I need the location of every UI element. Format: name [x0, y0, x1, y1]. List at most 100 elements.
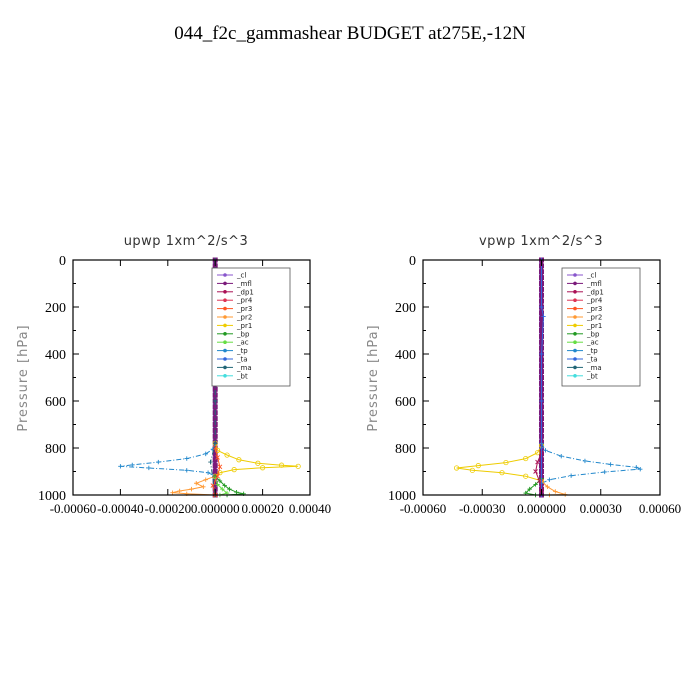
series-point-_pr1: [224, 452, 230, 458]
series-line-_pr1: [456, 445, 542, 482]
series-marker-_mfl: [539, 316, 544, 322]
x-tick-label: 0.000000: [517, 501, 566, 516]
legend-swatch-marker: [573, 290, 577, 294]
x-tick-label: 0.00040: [289, 501, 331, 516]
series-point-_tp: [203, 451, 208, 457]
legend-swatch-marker: [573, 357, 577, 361]
figure-title: 044_f2c_gammashear BUDGET at275E,-12N: [174, 23, 526, 44]
legend-swatch-marker: [573, 323, 577, 328]
legend-label: _pr1: [236, 322, 252, 330]
legend-swatch-marker: [223, 348, 227, 353]
legend-item: _tp: [567, 347, 598, 355]
legend-label: _ma: [586, 364, 602, 372]
series-marker-_mfl: [212, 463, 218, 469]
series-line-_tp: [120, 443, 216, 477]
series-point-_ma: [213, 398, 218, 404]
legend-swatch-marker: [573, 306, 577, 311]
legend-label: _mfl: [586, 280, 602, 288]
series-point-_pr3: [212, 445, 218, 451]
legend-item: _mfl: [217, 280, 252, 288]
legend-item: _cl: [217, 272, 246, 280]
legend-vpwp: _cl_mfl_dp1_pr4_pr3_pr2_pr1_bp_ac_tp_ta_…: [561, 267, 641, 387]
series-point-_bp: [533, 482, 538, 487]
y-tick-label: 400: [45, 348, 66, 363]
series-line-_pr2: [541, 480, 566, 496]
series-point-_pr2: [177, 488, 182, 494]
panel-upwp: upwp 1xm^2/s^3 Pressure [hPa] 0 200 400 600…: [16, 234, 331, 516]
legend-label: _ac: [236, 339, 249, 347]
legend-label: _bp: [586, 330, 600, 338]
legend-swatch-marker: [223, 306, 227, 311]
legend-swatch-marker: [573, 365, 577, 370]
legend-swatch-marker: [223, 273, 227, 277]
series-marker-_mfl: [212, 451, 218, 457]
legend-swatch-marker: [573, 298, 577, 303]
series-point-_bp: [222, 483, 227, 488]
legend-item: _dp1: [567, 288, 604, 296]
legend-swatch-marker: [223, 298, 227, 303]
legend-label: _ta: [236, 356, 248, 364]
series-point-_dp1: [537, 478, 542, 484]
series-marker-_mfl: [212, 386, 218, 392]
legend-swatch-marker: [223, 357, 227, 361]
series-point-_dp1: [533, 469, 538, 474]
legend-swatch-marker: [573, 281, 577, 286]
series-point-_pr1: [295, 463, 301, 469]
legend-item: _pr1: [217, 322, 252, 330]
legend-swatch-marker: [223, 365, 227, 370]
series-point-_pr1: [278, 462, 285, 468]
series-point-_tp: [184, 468, 189, 473]
series-marker-_mfl: [212, 404, 218, 410]
series-line-_pr2: [172, 475, 216, 496]
series-point-_pr3: [215, 473, 220, 479]
legend-swatch-marker: [573, 332, 577, 336]
series-marker-_mfl: [212, 469, 218, 474]
series-marker-_mfl: [212, 457, 218, 463]
legend-swatch-marker: [223, 340, 227, 345]
series-point-_tp: [608, 462, 613, 467]
series-point-_ta: [539, 351, 544, 357]
series-point-_pr2: [553, 489, 558, 494]
series-point-_ta: [539, 445, 544, 451]
panel-title-vpwp: vpwp 1xm^2/s^3: [479, 234, 603, 249]
series-point-_tp: [547, 477, 552, 482]
legend-label: _tp: [586, 347, 598, 355]
legend-item: _pr3: [217, 305, 252, 313]
series-point-_tp: [156, 459, 161, 465]
series-marker-_mfl: [212, 480, 218, 486]
legend-item: _ac: [217, 339, 249, 347]
series-marker-_mfl: [539, 333, 544, 339]
series-point-_pr1: [469, 467, 475, 473]
series-point-_pr1: [523, 455, 529, 462]
series-point-_pr1: [453, 465, 460, 471]
legend-swatch-marker: [223, 374, 227, 378]
y-tick-label: 800: [45, 442, 66, 457]
series-point-_tp: [184, 456, 189, 461]
legend-label: _pr3: [236, 305, 252, 313]
legend-swatch-marker: [223, 332, 227, 336]
y-tick-label: 0: [409, 254, 416, 269]
series-line-_pr3: [212, 447, 221, 496]
series-point-_ta: [541, 314, 546, 319]
plot-area-vpwp: [453, 257, 643, 498]
legend-item: _dp1: [217, 288, 254, 296]
legend-label: _mfl: [236, 280, 252, 288]
y-tick-label: 600: [45, 395, 66, 410]
series-point-_tp: [205, 470, 211, 475]
series-point-_ma: [208, 459, 213, 465]
legend-item: _pr2: [217, 314, 252, 322]
series-point-_ta: [539, 304, 544, 310]
series-point-_bp: [217, 478, 223, 484]
series-point-_tp: [634, 465, 639, 470]
legend-label: _pr3: [586, 305, 602, 313]
legend-item: _pr2: [567, 314, 602, 322]
series-marker-_mfl: [539, 339, 544, 345]
series-point-_tp: [543, 448, 548, 453]
legend-label: _ac: [586, 339, 599, 347]
legend-item: _mfl: [567, 280, 602, 288]
x-tick-label: -0.00040: [97, 501, 144, 516]
series-point-_pr1: [231, 467, 237, 473]
legend-item: _pr4: [217, 297, 253, 305]
series-point-_pr3: [215, 455, 220, 460]
